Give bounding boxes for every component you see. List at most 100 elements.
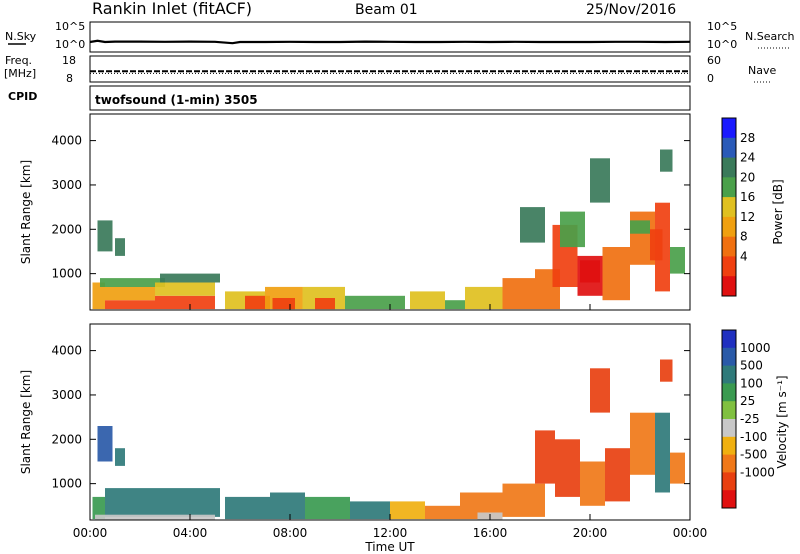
heat-cell xyxy=(670,452,685,484)
heat-cell xyxy=(650,229,663,261)
heat-cell xyxy=(155,282,215,296)
heat-cell xyxy=(590,158,610,203)
colorbar-tick-label: 12 xyxy=(740,210,755,224)
colorbar-tick-label: 4 xyxy=(740,249,748,263)
freq-right-tick-top: 60 xyxy=(707,54,721,67)
heat-cell xyxy=(580,461,605,506)
heat-cell xyxy=(660,149,673,172)
colorbar-swatch xyxy=(722,118,736,139)
heat-cell xyxy=(115,238,125,256)
colorbar-frame xyxy=(721,329,737,509)
heat-cell xyxy=(97,426,113,462)
cpid-panel: CPID twofsound (1-min) 3505 xyxy=(8,85,691,111)
colorbar-swatch xyxy=(722,436,736,456)
colorbar-swatch xyxy=(722,490,736,509)
heat-cell xyxy=(305,496,350,520)
colorbar-tick-label: 100 xyxy=(740,376,763,390)
heat-cell xyxy=(97,220,113,252)
heat-cell xyxy=(535,430,555,484)
heat-cell xyxy=(410,291,445,310)
cpid-label: CPID xyxy=(8,90,37,103)
heat-cell xyxy=(105,300,155,310)
freq-left-tick-bottom: 8 xyxy=(66,72,73,85)
heat-cell xyxy=(630,220,650,234)
colorbar-tick-label: -100 xyxy=(740,430,767,444)
heat-cell xyxy=(272,298,295,310)
y-tick-label: 2000 xyxy=(51,222,82,236)
colorbar-swatch xyxy=(722,137,736,159)
power-ylabel: Slant Range [km] xyxy=(19,160,33,264)
velocity-ylabel: Slant Range [km] xyxy=(19,370,33,474)
heat-cell xyxy=(155,488,220,517)
colorbar-swatch xyxy=(722,383,736,402)
colorbar-tick-label: 16 xyxy=(740,190,755,204)
cpid-program: twofsound (1-min) 3505 xyxy=(95,93,258,107)
x-tick-label: 04:00 xyxy=(173,526,208,540)
colorbar-swatch xyxy=(722,197,736,218)
heat-cell xyxy=(105,488,155,517)
y-tick-label: 4000 xyxy=(51,344,82,358)
heat-cell xyxy=(520,207,545,243)
heat-cell xyxy=(350,501,390,520)
power-colorbar-label: Power [dB] xyxy=(771,179,785,244)
colorbar-tick-label: -500 xyxy=(740,448,767,462)
y-tick-label: 1000 xyxy=(51,267,82,281)
heat-cell xyxy=(602,247,630,301)
colorbar-swatch xyxy=(722,419,736,438)
time-axis: 00:00 04:00 08:00 12:00 16:00 20:00 00:00 xyxy=(73,304,707,540)
freq-unit: [MHz] xyxy=(4,67,36,80)
colorbar-swatch xyxy=(722,157,736,178)
colorbar-tick-label: 25 xyxy=(740,394,755,408)
x-tick-label: 08:00 xyxy=(273,526,308,540)
heat-cell xyxy=(155,514,215,520)
heat-cell xyxy=(502,483,545,517)
colorbar-swatch xyxy=(722,454,736,473)
heat-cell xyxy=(670,247,685,274)
x-tick-label: 00:00 xyxy=(73,526,108,540)
colorbar-swatch xyxy=(722,401,736,420)
velocity-data xyxy=(92,359,685,520)
y-tick-label: 3000 xyxy=(51,178,82,192)
colorbar-swatch xyxy=(722,276,736,297)
heat-cell xyxy=(315,298,335,310)
y-tick-label: 2000 xyxy=(51,432,82,446)
heat-cell xyxy=(390,501,425,520)
colorbar-swatch xyxy=(722,256,736,277)
y-tick-label: 1000 xyxy=(51,477,82,491)
x-tick-label: 20:00 xyxy=(573,526,608,540)
colorbar-tick-label: 500 xyxy=(740,359,763,373)
heat-cell xyxy=(92,282,105,310)
beam-title: Beam 01 xyxy=(355,2,418,18)
heat-cell xyxy=(270,492,305,520)
noise-left-tick-top: 10^5 xyxy=(55,20,85,33)
heat-cell xyxy=(345,295,405,310)
heat-cell xyxy=(155,295,215,310)
colorbar-frame xyxy=(721,117,737,297)
frequency-panel: Freq. [MHz] 18 8 60 0 Nave xyxy=(4,54,776,85)
colorbar-swatch xyxy=(722,216,736,238)
noise-sky-label: N.Sky xyxy=(5,30,37,43)
freq-left-tick-top: 18 xyxy=(62,54,76,67)
velocity-panel: 1000 2000 3000 4000 Slant Range [km] 1000 50… xyxy=(19,323,789,521)
noise-search-label: N.Search xyxy=(745,30,795,43)
y-tick-label: 4000 xyxy=(51,134,82,148)
noise-right-tick-top: 10^5 xyxy=(707,20,737,33)
freq-label: Freq. xyxy=(5,54,32,67)
heat-cell xyxy=(655,412,670,493)
heat-cell xyxy=(95,514,155,520)
heat-cell xyxy=(555,439,580,497)
noise-right-tick-bottom: 10^0 xyxy=(707,38,737,51)
heat-cell xyxy=(92,496,105,520)
colorbar-swatch xyxy=(722,472,736,491)
y-tick-label: 3000 xyxy=(51,388,82,402)
time-axis-label: Time UT xyxy=(364,540,415,554)
heat-cell xyxy=(445,300,465,310)
nave-label: Nave xyxy=(748,64,776,77)
heat-cell xyxy=(100,278,165,287)
freq-right-tick-bottom: 0 xyxy=(707,72,714,85)
colorbar-tick-label: 20 xyxy=(740,170,755,184)
heat-cell xyxy=(225,496,270,520)
power-panel: 1000 2000 3000 4000 Slant Range [km] 28 24 20… xyxy=(19,113,785,311)
heat-cell xyxy=(502,278,535,310)
noise-panel: N.Sky 10^5 10^0 10^5 10^0 N.Search xyxy=(5,20,795,53)
